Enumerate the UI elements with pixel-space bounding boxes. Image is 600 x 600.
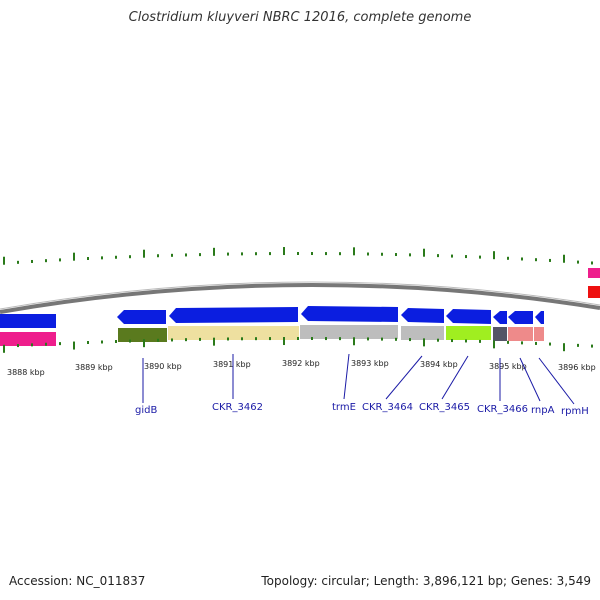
scale-label: 3896 kbp bbox=[558, 363, 596, 372]
left-pink-feature[interactable] bbox=[0, 332, 56, 346]
feature-trmE[interactable] bbox=[300, 325, 398, 339]
gene-callout-lines bbox=[142, 353, 575, 405]
feature-rnpA[interactable] bbox=[508, 327, 533, 341]
gene-label-rnpA[interactable]: rnpA bbox=[531, 405, 555, 416]
gene-label-rpmH[interactable]: rpmH bbox=[561, 406, 589, 417]
cds-arrow-rnpA[interactable] bbox=[508, 311, 533, 324]
accession-label: Accession: NC_011837 bbox=[9, 574, 146, 588]
gene-label-CKR_3464[interactable]: CKR_3464 bbox=[362, 402, 413, 413]
genome-title: Clostridium kluyveri NBRC 12016, complet… bbox=[128, 10, 472, 25]
feature-rpmH[interactable] bbox=[534, 327, 544, 341]
feature-CKR_3466[interactable] bbox=[493, 327, 507, 341]
feature-gidB[interactable] bbox=[118, 328, 167, 342]
gene-label-gidB[interactable]: gidB bbox=[135, 405, 157, 416]
scale-label: 3895 kbp bbox=[489, 362, 527, 371]
scale-label: 3888 kbp bbox=[7, 368, 45, 377]
scale-label: 3891 kbp bbox=[213, 360, 251, 369]
lower-tick-row bbox=[3, 337, 593, 353]
scale-label: 3889 kbp bbox=[75, 363, 113, 372]
cds-arrow-CKR_3462[interactable] bbox=[169, 307, 298, 323]
gene-label-trmE[interactable]: trmE bbox=[332, 402, 356, 413]
gene-label-CKR_3462[interactable]: CKR_3462 bbox=[212, 402, 263, 413]
feature-CKR_3464[interactable] bbox=[401, 326, 444, 340]
feature-CKR_3462[interactable] bbox=[168, 326, 299, 340]
scale-label: 3893 kbp bbox=[351, 359, 389, 368]
cds-arrow-CKR_3465[interactable] bbox=[446, 309, 491, 324]
scale-label: 3892 kbp bbox=[282, 359, 320, 368]
scale-label: 3890 kbp bbox=[144, 362, 182, 371]
genome-backbone bbox=[0, 282, 600, 314]
upper-tick-row bbox=[3, 247, 593, 265]
feature-CKR_3465[interactable] bbox=[446, 326, 491, 340]
scale-label: 3894 kbp bbox=[420, 360, 458, 369]
gene-label-CKR_3466[interactable]: CKR_3466 bbox=[477, 404, 528, 415]
right-red-feature[interactable] bbox=[588, 286, 600, 298]
right-pink-feature[interactable] bbox=[588, 268, 600, 278]
cds-arrow-CKR_3466[interactable] bbox=[493, 311, 507, 324]
cds-arrow-gidB[interactable] bbox=[117, 310, 166, 324]
cds-arrow-rpmH[interactable] bbox=[535, 311, 544, 324]
left-blue-feature[interactable] bbox=[0, 314, 56, 328]
gene-label-CKR_3465[interactable]: CKR_3465 bbox=[419, 402, 470, 413]
genome-summary: Topology: circular; Length: 3,896,121 bp… bbox=[261, 574, 591, 588]
cds-arrow-CKR_3464[interactable] bbox=[401, 308, 444, 323]
cds-arrow-trmE[interactable] bbox=[301, 306, 398, 322]
